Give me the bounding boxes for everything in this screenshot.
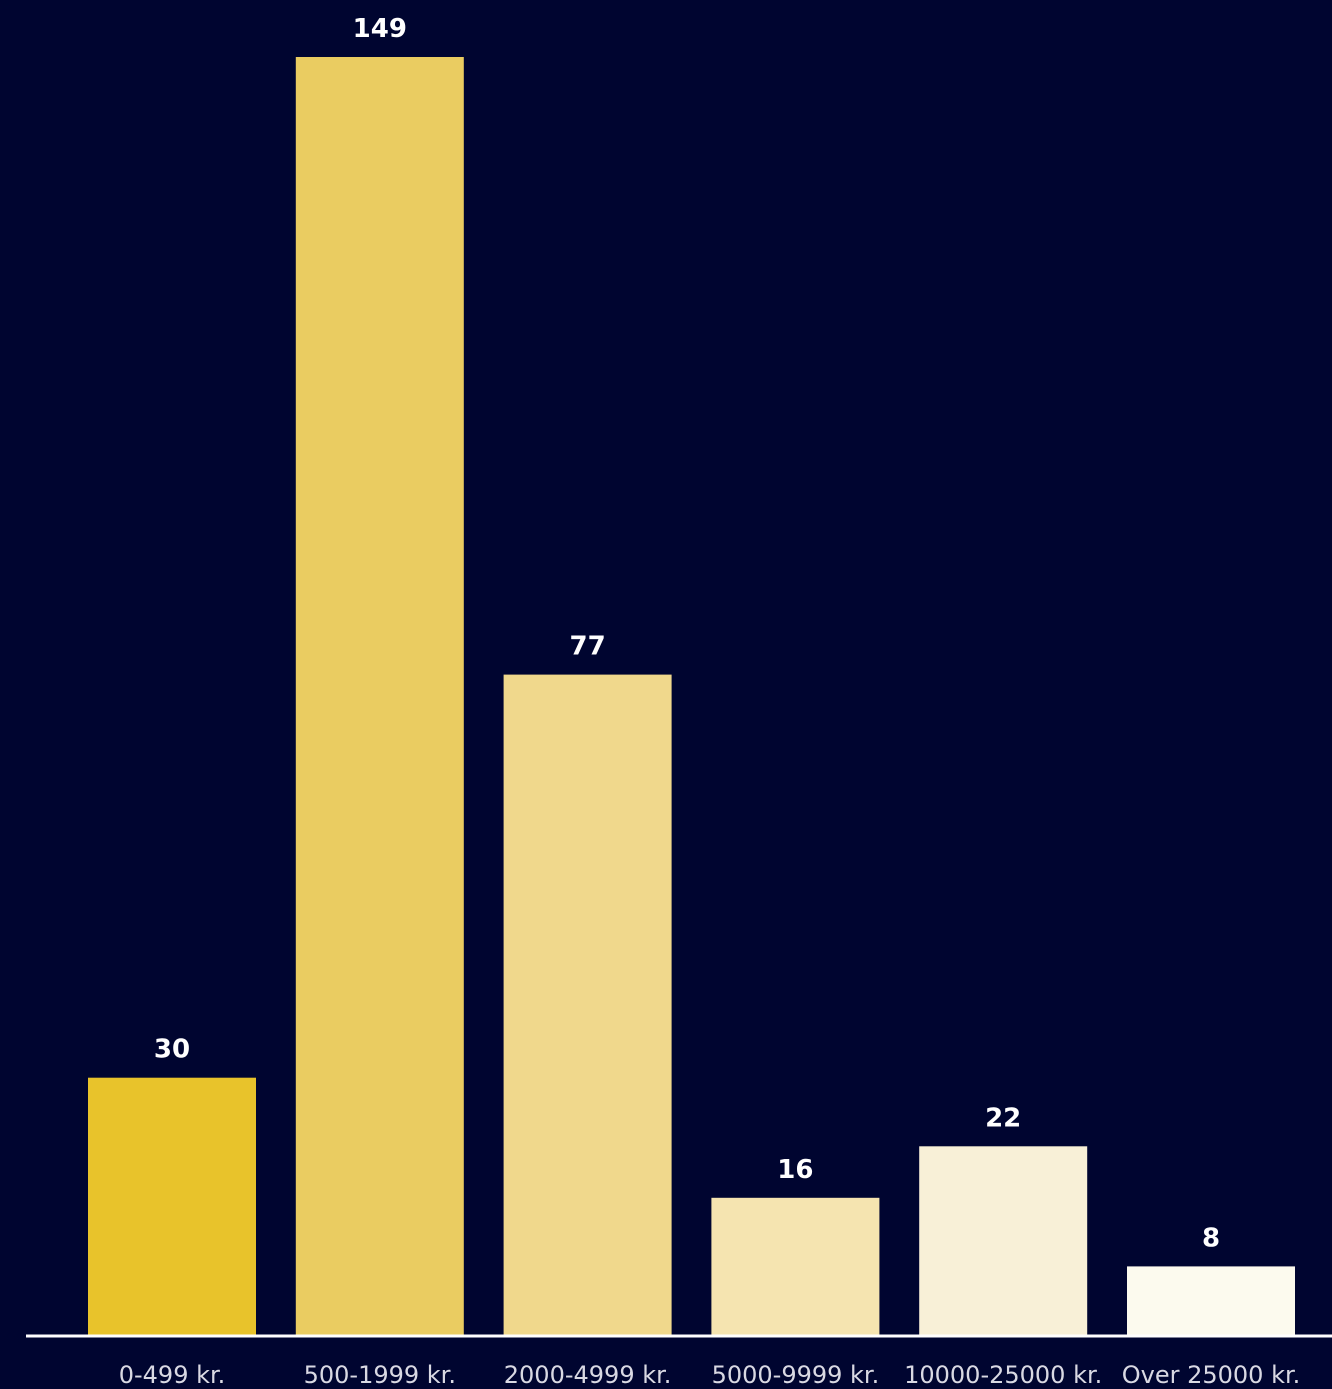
bar-value-label-5: 8 [1202,1223,1220,1253]
value-labels-group: 30 149 77 16 22 8 [154,14,1220,1253]
bar-5 [1127,1266,1295,1335]
x-tick-label-1: 500-1999 kr. [304,1361,456,1389]
bar-value-label-3: 16 [777,1155,813,1185]
bar-value-label-1: 149 [353,14,407,44]
bar-value-label-2: 77 [570,632,606,662]
bar-0 [88,1077,256,1335]
bar-2 [503,674,672,1335]
x-tick-label-4: 10000-25000 kr. [904,1361,1102,1389]
bar-3 [711,1197,880,1335]
x-tick-label-0: 0-499 kr. [119,1361,226,1389]
bars-group [88,57,1295,1335]
x-tick-labels-group: 0-499 kr. 500-1999 kr. 2000-4999 kr. 5000-9… [119,1361,1301,1389]
x-tick-label-2: 2000-4999 kr. [504,1361,672,1389]
bar-1 [295,57,464,1335]
bar-4 [919,1146,1088,1335]
x-tick-label-5: Over 25000 kr. [1122,1361,1301,1389]
x-tick-label-3: 5000-9999 kr. [712,1361,880,1389]
bar-value-label-0: 30 [154,1035,190,1065]
bar-value-label-4: 22 [985,1103,1021,1133]
